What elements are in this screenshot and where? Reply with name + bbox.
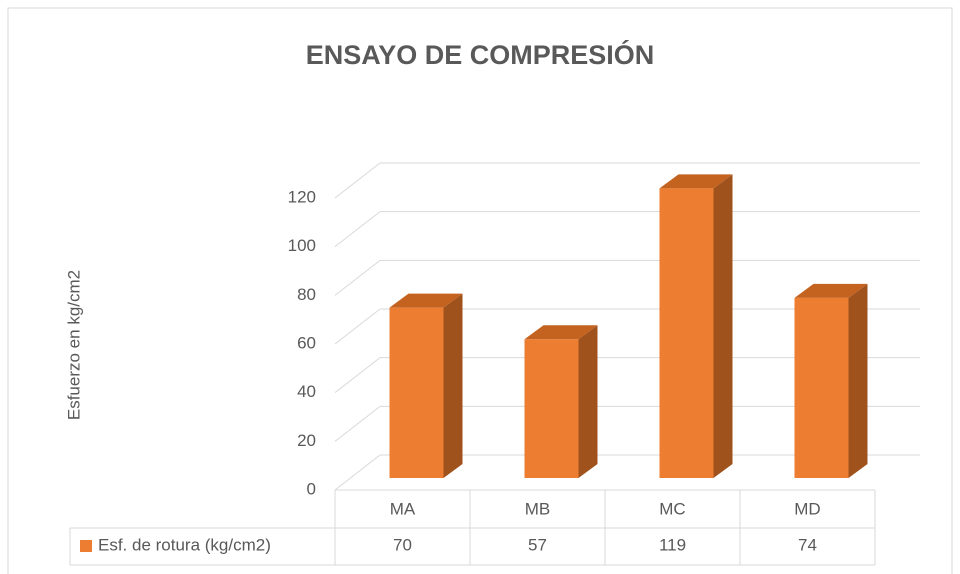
chart-title: ENSAYO DE COMPRESIÓN xyxy=(306,39,655,70)
table-value: 119 xyxy=(659,535,686,554)
chart-border xyxy=(7,7,953,574)
grid-line xyxy=(334,308,381,345)
grid-line xyxy=(334,454,381,491)
grid-line xyxy=(334,211,381,248)
bar-front xyxy=(794,297,849,478)
y-tick-label: 100 xyxy=(288,236,316,255)
x-tick-label: MD xyxy=(794,499,820,518)
grid-line xyxy=(334,162,381,199)
table-value: 70 xyxy=(393,535,412,554)
y-axis-title: Esfuerzo en kg/cm2 xyxy=(64,270,83,420)
y-tick-label: 60 xyxy=(297,333,316,352)
bar-side xyxy=(713,174,733,478)
y-tick-label: 40 xyxy=(297,382,316,401)
x-tick-label: MB xyxy=(525,499,551,518)
y-tick-label: 120 xyxy=(288,187,316,206)
bar-side xyxy=(578,325,598,478)
bar-top xyxy=(389,293,463,308)
legend-label: Esf. de rotura (kg/cm2) xyxy=(98,535,271,554)
bar-front xyxy=(389,307,444,478)
x-tick-label: MA xyxy=(390,499,416,518)
bar-front xyxy=(524,339,579,478)
bar-top xyxy=(794,283,868,298)
bar-top xyxy=(659,174,733,189)
y-tick-label: 80 xyxy=(297,285,316,304)
grid-line xyxy=(334,405,381,442)
grid-line xyxy=(334,357,381,394)
y-tick-label: 0 xyxy=(307,479,316,498)
bar-side xyxy=(443,293,463,478)
y-tick-label: 20 xyxy=(297,431,316,450)
x-tick-label: MC xyxy=(659,499,685,518)
bar-front xyxy=(659,188,714,478)
legend-swatch xyxy=(80,540,92,552)
table-value: 74 xyxy=(798,535,817,554)
bar-side xyxy=(848,283,868,478)
bar-top xyxy=(524,325,598,340)
table-value: 57 xyxy=(528,535,547,554)
grid-line xyxy=(334,259,381,296)
